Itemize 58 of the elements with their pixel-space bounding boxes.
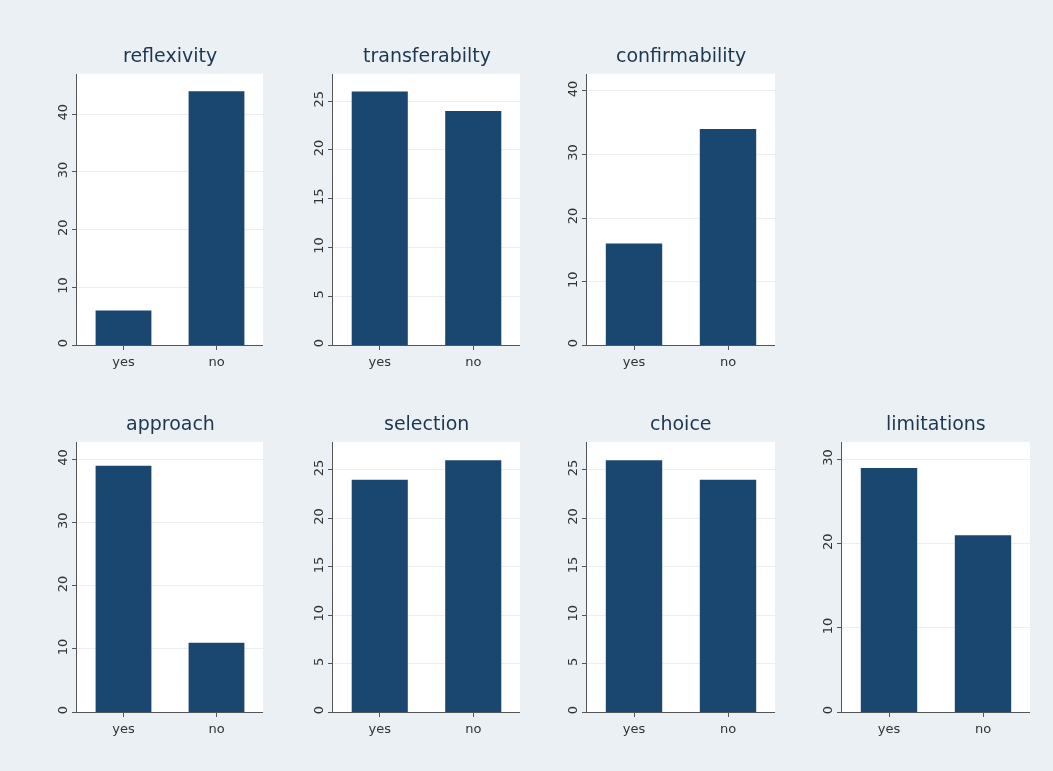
x-tick-label: yes xyxy=(368,720,392,736)
x-tick-label: no xyxy=(465,720,482,736)
y-tick-label: 10 xyxy=(819,617,835,635)
y-tick-label: 0 xyxy=(310,339,326,348)
y-tick-label: 15 xyxy=(564,556,580,574)
y-tick-label: 5 xyxy=(564,657,580,666)
y-tick-label: 40 xyxy=(54,449,70,466)
y-tick-label: 20 xyxy=(310,139,326,157)
chart-title: reflexivity xyxy=(123,44,218,66)
y-tick-label: 10 xyxy=(564,605,580,622)
y-tick-label: 40 xyxy=(54,103,70,121)
x-tick-label: yes xyxy=(112,353,135,369)
y-tick-label: 0 xyxy=(54,339,70,348)
y-tick-label: 10 xyxy=(54,638,70,656)
y-tick-label: 30 xyxy=(54,161,70,179)
y-tick-label: 20 xyxy=(819,533,835,551)
x-tick-label: yes xyxy=(368,353,392,369)
y-tick-label: 30 xyxy=(54,512,70,530)
x-tick-label: yes xyxy=(877,720,901,736)
chart-title: limitations xyxy=(886,412,986,434)
x-tick-label: no xyxy=(208,720,225,736)
y-tick-label: 0 xyxy=(564,339,580,348)
chart-title: choice xyxy=(650,412,712,434)
y-tick-label: 20 xyxy=(564,508,580,525)
y-tick-label: 20 xyxy=(310,508,326,525)
y-tick-label: 25 xyxy=(310,459,326,477)
y-tick-label: 30 xyxy=(564,144,580,161)
chart-title: confirmability xyxy=(616,44,747,66)
y-tick-label: 0 xyxy=(819,706,835,715)
x-tick-label: yes xyxy=(112,720,135,736)
y-tick-label: 5 xyxy=(310,290,326,299)
y-tick-label: 0 xyxy=(54,706,70,715)
y-tick-label: 25 xyxy=(564,459,580,477)
x-tick-label: no xyxy=(974,720,992,736)
y-tick-label: 0 xyxy=(564,706,580,715)
y-tick-label: 15 xyxy=(310,556,326,574)
chart-title: approach xyxy=(126,412,215,434)
y-tick-label: 20 xyxy=(54,219,70,236)
y-tick-label: 10 xyxy=(310,237,326,254)
y-tick-label: 10 xyxy=(310,605,326,622)
y-tick-label: 25 xyxy=(310,90,326,108)
y-tick-label: 30 xyxy=(819,449,835,466)
y-tick-label: 15 xyxy=(310,188,326,206)
x-tick-label: no xyxy=(719,353,737,369)
x-tick-label: no xyxy=(465,353,482,369)
y-tick-label: 20 xyxy=(54,575,70,593)
x-tick-label: no xyxy=(719,720,737,736)
x-tick-label: no xyxy=(208,353,225,369)
y-tick-label: 10 xyxy=(54,277,70,294)
chart-title: selection xyxy=(384,412,470,434)
y-tick-label: 10 xyxy=(564,271,580,288)
y-tick-label: 0 xyxy=(310,706,326,715)
chart-title: transferabilty xyxy=(363,44,491,66)
y-tick-label: 5 xyxy=(310,657,326,666)
y-tick-label: 20 xyxy=(564,207,580,225)
x-tick-label: yes xyxy=(622,720,646,736)
y-tick-label: 40 xyxy=(564,80,580,98)
x-tick-label: yes xyxy=(622,353,646,369)
